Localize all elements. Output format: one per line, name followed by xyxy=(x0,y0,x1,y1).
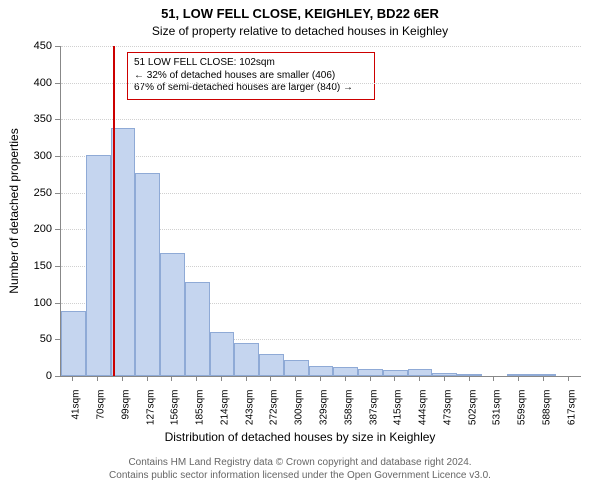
histogram-bar xyxy=(160,253,185,376)
y-tick-label: 450 xyxy=(26,40,52,52)
x-tick-label: 272sqm xyxy=(269,390,280,426)
histogram-bar xyxy=(86,155,111,376)
x-tick-label: 588sqm xyxy=(541,390,552,426)
grid-line xyxy=(61,119,581,120)
chart-subtitle: Size of property relative to detached ho… xyxy=(0,24,600,38)
y-tick-label: 400 xyxy=(26,77,52,89)
histogram-bar xyxy=(531,374,556,376)
y-tick-mark xyxy=(55,303,60,304)
x-axis-label: Distribution of detached houses by size … xyxy=(0,430,600,444)
x-tick-mark xyxy=(568,376,569,381)
grid-line xyxy=(61,156,581,157)
grid-line xyxy=(61,46,581,47)
y-tick-mark xyxy=(55,156,60,157)
histogram-bar xyxy=(432,373,457,376)
y-tick-label: 250 xyxy=(26,187,52,199)
x-tick-label: 387sqm xyxy=(368,390,379,426)
histogram-bar xyxy=(210,332,235,376)
x-tick-label: 214sqm xyxy=(219,390,230,426)
footer-line-2: Contains public sector information licen… xyxy=(0,469,600,482)
y-axis-label: Number of detached properties xyxy=(7,128,21,293)
histogram-bar xyxy=(61,311,86,376)
x-tick-label: 444sqm xyxy=(418,390,429,426)
x-tick-mark xyxy=(493,376,494,381)
y-tick-label: 350 xyxy=(26,113,52,125)
x-tick-mark xyxy=(196,376,197,381)
x-tick-mark xyxy=(394,376,395,381)
x-tick-mark xyxy=(295,376,296,381)
histogram-bar xyxy=(135,173,160,376)
annotation-line: 51 LOW FELL CLOSE: 102sqm xyxy=(134,57,368,70)
x-tick-label: 473sqm xyxy=(442,390,453,426)
chart-container: 51, LOW FELL CLOSE, KEIGHLEY, BD22 6ER S… xyxy=(0,0,600,500)
y-tick-mark xyxy=(55,339,60,340)
y-tick-label: 200 xyxy=(26,223,52,235)
x-tick-mark xyxy=(171,376,172,381)
y-tick-mark xyxy=(55,266,60,267)
y-tick-mark xyxy=(55,119,60,120)
x-tick-mark xyxy=(518,376,519,381)
x-tick-mark xyxy=(345,376,346,381)
x-tick-mark xyxy=(97,376,98,381)
x-tick-mark xyxy=(270,376,271,381)
x-tick-label: 502sqm xyxy=(467,390,478,426)
footer-line-1: Contains HM Land Registry data © Crown c… xyxy=(0,456,600,469)
histogram-bar xyxy=(333,367,358,376)
property-marker-line xyxy=(113,46,115,376)
histogram-bar xyxy=(457,374,482,376)
histogram-bar xyxy=(259,354,284,376)
histogram-bar xyxy=(185,282,210,376)
x-tick-label: 531sqm xyxy=(492,390,503,426)
x-tick-mark xyxy=(147,376,148,381)
x-tick-label: 41sqm xyxy=(71,390,82,420)
x-tick-label: 559sqm xyxy=(517,390,528,426)
y-tick-mark xyxy=(55,376,60,377)
histogram-bar xyxy=(234,343,259,376)
x-tick-mark xyxy=(72,376,73,381)
y-tick-label: 50 xyxy=(26,333,52,345)
x-tick-mark xyxy=(246,376,247,381)
x-tick-label: 99sqm xyxy=(120,390,131,420)
x-tick-label: 185sqm xyxy=(195,390,206,426)
plot-area: 51 LOW FELL CLOSE: 102sqm← 32% of detach… xyxy=(60,46,581,377)
annotation-box: 51 LOW FELL CLOSE: 102sqm← 32% of detach… xyxy=(127,52,375,100)
x-tick-label: 243sqm xyxy=(244,390,255,426)
histogram-bar xyxy=(284,360,309,376)
histogram-bar xyxy=(309,366,334,376)
annotation-line: 67% of semi-detached houses are larger (… xyxy=(134,82,368,95)
y-tick-mark xyxy=(55,229,60,230)
annotation-line: ← 32% of detached houses are smaller (40… xyxy=(134,70,368,83)
histogram-bar xyxy=(358,369,383,376)
x-tick-mark xyxy=(122,376,123,381)
x-tick-mark xyxy=(320,376,321,381)
y-tick-label: 100 xyxy=(26,297,52,309)
y-tick-label: 0 xyxy=(26,370,52,382)
x-tick-label: 617sqm xyxy=(566,390,577,426)
x-tick-mark xyxy=(543,376,544,381)
x-tick-mark xyxy=(469,376,470,381)
x-tick-label: 70sqm xyxy=(96,390,107,420)
histogram-bar xyxy=(408,369,433,376)
x-tick-label: 127sqm xyxy=(145,390,156,426)
y-tick-label: 150 xyxy=(26,260,52,272)
x-tick-mark xyxy=(419,376,420,381)
grid-line xyxy=(61,83,581,84)
x-tick-label: 358sqm xyxy=(343,390,354,426)
y-tick-mark xyxy=(55,193,60,194)
x-tick-mark xyxy=(370,376,371,381)
y-tick-label: 300 xyxy=(26,150,52,162)
chart-title: 51, LOW FELL CLOSE, KEIGHLEY, BD22 6ER xyxy=(0,6,600,21)
x-tick-label: 415sqm xyxy=(393,390,404,426)
x-tick-mark xyxy=(444,376,445,381)
y-tick-mark xyxy=(55,83,60,84)
x-tick-mark xyxy=(221,376,222,381)
footer-attribution: Contains HM Land Registry data © Crown c… xyxy=(0,456,600,482)
x-tick-label: 156sqm xyxy=(170,390,181,426)
x-tick-label: 329sqm xyxy=(319,390,330,426)
y-tick-mark xyxy=(55,46,60,47)
x-tick-label: 300sqm xyxy=(294,390,305,426)
